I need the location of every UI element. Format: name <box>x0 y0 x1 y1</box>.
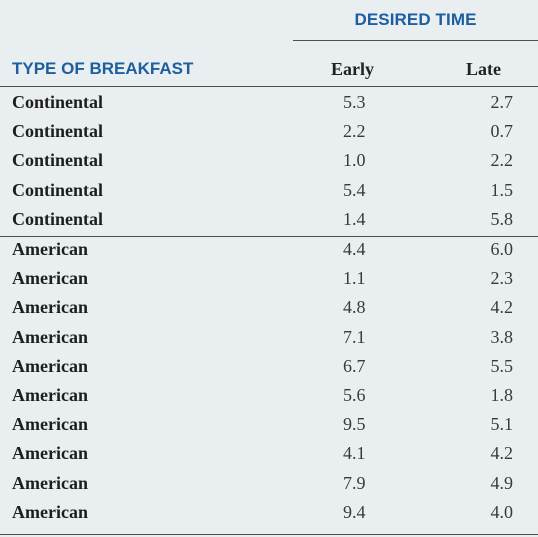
cell-late-value: 6.0 <box>490 239 514 259</box>
table-row: American 7.1 3.8 <box>0 323 538 352</box>
cell-early-value: 7.1 <box>343 326 366 347</box>
cell-early-value: 5.4 <box>343 179 366 200</box>
cell-early-value: 4.8 <box>343 297 366 318</box>
table-row: American 6.7 5.5 <box>0 352 538 381</box>
cell-early-value: 7.9 <box>343 472 366 493</box>
cell-breakfast-type: American <box>12 385 88 405</box>
cell-early-value: 1.0 <box>343 150 366 171</box>
cell-early-value: 5.3 <box>343 92 366 112</box>
cell-early-value: 1.4 <box>343 208 366 229</box>
cell-late-value: 4.2 <box>490 443 514 464</box>
cell-early-value: 9.5 <box>343 414 366 435</box>
cell-early-value: 9.4 <box>343 501 366 522</box>
desired-time-group-header: DESIRED TIME <box>354 10 477 29</box>
table-row: Continental 1.4 5.8 <box>0 205 538 234</box>
table-row: American 4.4 6.0 <box>0 235 538 264</box>
cell-breakfast-type: Continental <box>12 121 104 142</box>
table-row: Continental 5.3 2.7 <box>0 88 538 117</box>
cell-late-value: 2.7 <box>490 92 514 112</box>
table-row: Continental 2.2 0.7 <box>0 117 538 146</box>
table-row: American 4.1 4.2 <box>0 439 538 468</box>
cell-late-value: 2.3 <box>490 268 514 289</box>
cell-breakfast-type: American <box>12 414 88 435</box>
group-header-rule <box>293 40 538 41</box>
cell-late-value: 5.1 <box>490 414 514 435</box>
table-row: American 9.5 5.1 <box>0 410 538 439</box>
cell-late-value: 0.7 <box>490 121 514 142</box>
cell-late-value: 1.5 <box>490 179 514 200</box>
cell-breakfast-type: American <box>12 472 88 493</box>
table-row: American 1.1 2.3 <box>0 264 538 293</box>
group-separator-rule <box>0 236 538 237</box>
cell-late-value: 3.8 <box>490 326 514 347</box>
table-row: Continental 1.0 2.2 <box>0 146 538 175</box>
cell-late-value: 4.9 <box>490 472 514 493</box>
column-header-type: TYPE OF BREAKFAST <box>12 59 194 78</box>
cell-late-value: 2.2 <box>490 150 514 171</box>
cell-early-value: 1.1 <box>343 268 366 289</box>
table-row: American 7.9 4.9 <box>0 469 538 498</box>
table-row: American 9.4 4.0 <box>0 498 538 527</box>
cell-breakfast-type: American <box>12 268 88 289</box>
cell-early-value: 6.7 <box>343 355 366 376</box>
table-row: Continental 5.4 1.5 <box>0 176 538 205</box>
cell-breakfast-type: American <box>12 297 88 318</box>
header-rule <box>0 86 538 87</box>
cell-late-value: 4.0 <box>490 501 514 522</box>
cell-late-value: 5.5 <box>490 355 514 376</box>
table-row: American 4.8 4.2 <box>0 293 538 322</box>
column-header-late: Late <box>466 59 501 79</box>
column-header-early: Early <box>331 59 374 79</box>
bottom-rule <box>0 534 538 535</box>
cell-early-value: 5.6 <box>343 385 366 405</box>
cell-breakfast-type: Continental <box>12 92 104 112</box>
table-row: American 5.6 1.8 <box>0 381 538 410</box>
cell-early-value: 4.1 <box>343 443 366 464</box>
cell-late-value: 5.8 <box>490 208 514 229</box>
cell-breakfast-type: American <box>12 501 88 522</box>
cell-breakfast-type: Continental <box>12 179 104 200</box>
cell-breakfast-type: Continental <box>12 208 104 229</box>
cell-breakfast-type: American <box>12 326 88 347</box>
cell-breakfast-type: American <box>12 443 88 464</box>
cell-late-value: 1.8 <box>490 385 514 405</box>
cell-breakfast-type: American <box>12 239 88 259</box>
cell-early-value: 2.2 <box>343 121 366 142</box>
cell-breakfast-type: Continental <box>12 150 104 171</box>
cell-early-value: 4.4 <box>343 239 366 259</box>
cell-breakfast-type: American <box>12 355 88 376</box>
cell-late-value: 4.2 <box>490 297 514 318</box>
